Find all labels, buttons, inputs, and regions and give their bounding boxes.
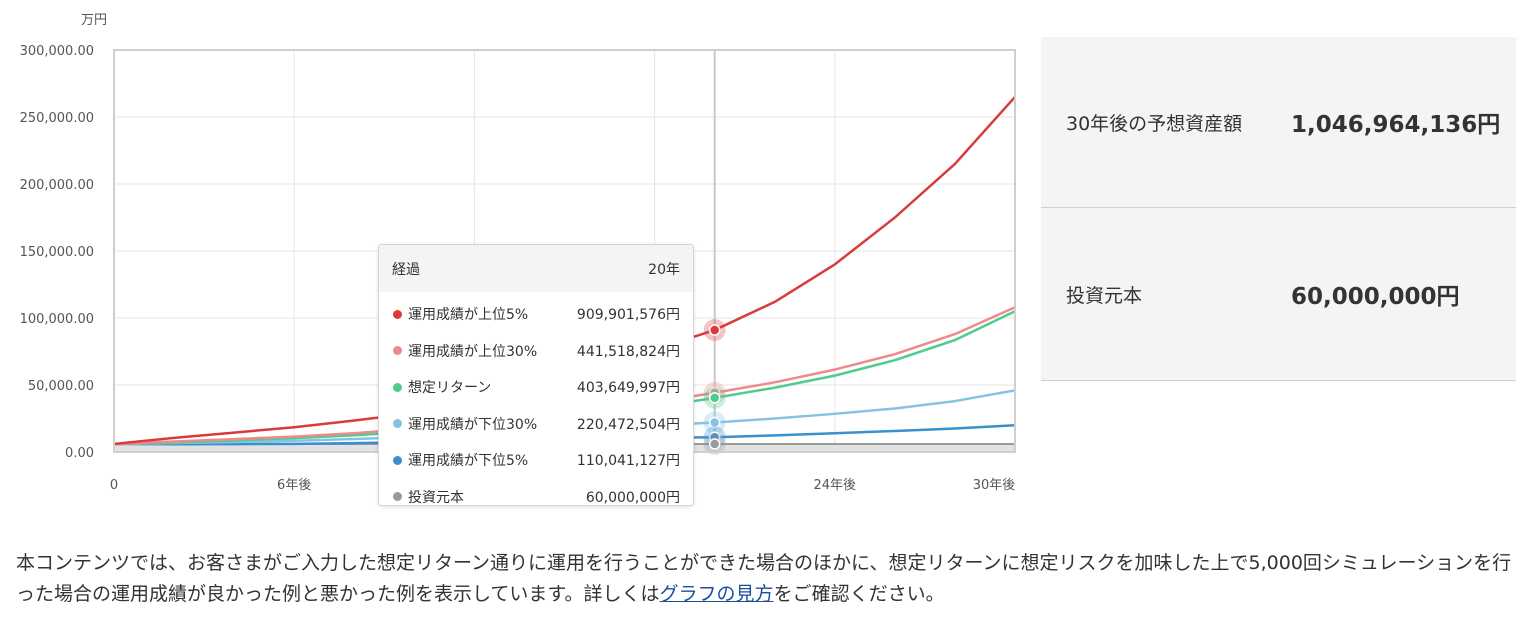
tooltip-row-value: 441,518,824円 [576,343,680,360]
projected-label: 30年後の予想資産額 [1066,112,1243,135]
x-tick-label-0: 0 [110,478,118,493]
tooltip-row-name: 運用成績が上位5% [408,307,529,324]
legend-dot-icon [393,346,402,356]
hover-marker-3 [708,416,721,429]
axis-ticks: 0.00 50,000.00 100,000.00 150,000.00 200,000… [20,44,1016,493]
tooltip-header-label: 経過 [392,261,420,278]
legend-dot-icon [393,492,402,502]
tooltip-row-value: 220,472,504円 [576,416,680,433]
legend-dot-icon [393,455,402,465]
tooltip-row-4: 運用成績が下位5% 110,041,127円 [379,442,693,479]
tooltip-row-0: 運用成績が上位5% 909,901,576円 [379,296,693,333]
graph-guide-link[interactable]: グラフの見方 [659,583,774,605]
tooltip-row-3: 運用成績が下位30% 220,472,504円 [379,406,693,443]
y-tick-label-4: 200,000.00 [20,178,94,193]
summary-principal-row: 投資元本 60,000,000円 [1041,208,1516,381]
tooltip-header: 経過 20年 [379,245,693,292]
legend-dot-icon [393,419,402,429]
tooltip-header-value: 20年 [648,261,680,278]
projected-value: 1,046,964,136円 [1291,112,1501,138]
tooltip-rows: 運用成績が上位5% 909,901,576円運用成績が上位30% 441,518,8… [379,292,693,506]
tooltip-row-1: 運用成績が上位30% 441,518,824円 [379,333,693,370]
tooltip-row-value: 909,901,576円 [576,307,680,324]
y-tick-label-3: 150,000.00 [20,245,94,260]
y-tick-label-1: 50,000.00 [28,379,94,394]
hover-markers [703,319,726,455]
tooltip-row-5: 投資元本 60,000,000円 [379,479,693,506]
y-tick-label-5: 250,000.00 [20,111,94,126]
hover-marker-0 [708,324,721,336]
principal-value: 60,000,000円 [1291,284,1460,310]
tooltip-row-value: 60,000,000円 [585,489,680,506]
y-tick-label-6: 300,000.00 [20,44,94,59]
tooltip-row-2: 想定リターン 403,649,997円 [379,369,693,406]
x-tick-label-1: 6年後 [277,478,311,493]
y-tick-label-2: 100,000.00 [20,312,94,327]
x-tick-label-3: 30年後 [973,478,1016,493]
chart-tooltip: 経過 20年 運用成績が上位5% 909,901,576円運用成績が上位30% 44… [378,244,694,506]
description-after: をご確認ください。 [773,583,945,605]
description-text: 本コンテンツでは、お客さまがご入力した想定リターン通りに運用を行うことができた場… [16,548,1516,610]
tooltip-row-name: 想定リターン [408,380,492,397]
summary-panel: 30年後の予想資産額 1,046,964,136円 投資元本 60,000,00… [1041,37,1516,381]
legend-dot-icon [393,382,402,392]
principal-label: 投資元本 [1066,284,1143,307]
legend-dot-icon [393,309,402,319]
hover-marker-5 [708,438,721,450]
description-before: 本コンテンツでは、お客さまがご入力した想定リターン通りに運用を行うことができた場… [16,552,1512,605]
tooltip-row-value: 110,041,127円 [576,453,680,470]
summary-projected-row: 30年後の予想資産額 1,046,964,136円 [1041,37,1516,208]
tooltip-row-name: 投資元本 [408,489,464,506]
y-tick-label-0: 0.00 [65,446,94,461]
tooltip-row-name: 運用成績が下位5% [408,453,529,470]
y-axis-unit: 万円 [81,13,107,28]
hover-marker-2 [708,392,721,404]
tooltip-row-name: 運用成績が下位30% [408,416,538,433]
tooltip-row-value: 403,649,997円 [576,380,680,397]
x-tick-label-2: 24年後 [814,478,857,493]
tooltip-row-name: 運用成績が上位30% [408,343,538,360]
